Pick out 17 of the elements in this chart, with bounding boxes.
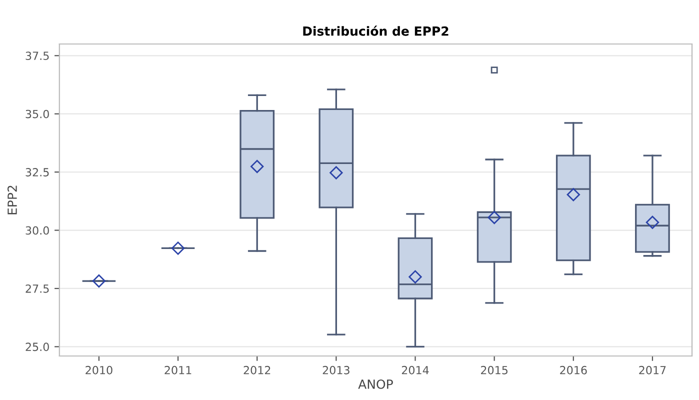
x-tick-label: 2013 — [322, 366, 350, 374]
y-tick-label: 37.5 — [26, 52, 49, 60]
y-tick-label: 30.0 — [26, 226, 49, 235]
x-tick-label: 2011 — [164, 366, 192, 374]
chart-title: Distribución de EPP2 — [303, 26, 448, 36]
x-tick-label: 2014 — [402, 366, 429, 374]
x-tick-label: 2015 — [481, 366, 508, 374]
x-axis-title: ANOP — [358, 379, 393, 389]
y-tick-label: 25.0 — [26, 342, 49, 352]
y-tick-label: 27.5 — [26, 284, 49, 293]
x-tick-label: 2016 — [560, 366, 587, 374]
x-tick-label: 2012 — [244, 366, 270, 374]
y-axis-title: EPP2 — [8, 186, 17, 214]
y-tick-label: 32.5 — [26, 168, 49, 176]
x-tick-label: 2010 — [86, 366, 112, 374]
y-tick-label: 35.0 — [26, 110, 49, 118]
x-tick-label: 2017 — [639, 366, 666, 374]
